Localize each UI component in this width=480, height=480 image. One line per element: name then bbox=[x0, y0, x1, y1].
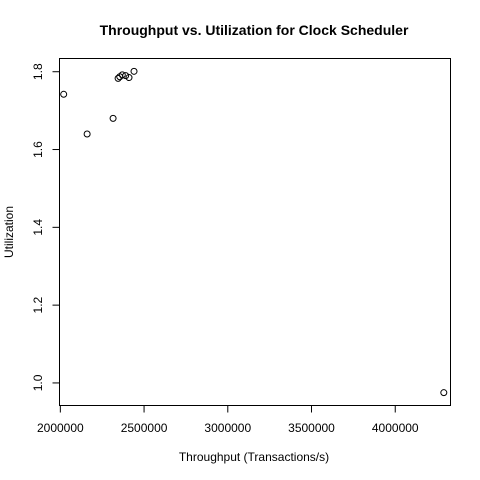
y-tick-label: 1.0 bbox=[31, 374, 45, 391]
y-axis-label: Utilization bbox=[2, 206, 16, 258]
data-point bbox=[114, 74, 122, 82]
data-point bbox=[60, 90, 68, 98]
x-axis: 2000000 2500000 3000000 3500000 4000000 bbox=[37, 405, 419, 435]
y-tick-label: 1.2 bbox=[31, 296, 45, 313]
data-point bbox=[125, 74, 133, 82]
y-tick-label: 1.6 bbox=[31, 141, 45, 158]
data-point bbox=[83, 130, 91, 138]
x-tick-label: 3500000 bbox=[288, 421, 335, 435]
x-tick-label: 2000000 bbox=[37, 421, 84, 435]
x-tick-label: 4000000 bbox=[372, 421, 419, 435]
data-point bbox=[109, 114, 117, 122]
y-tick-label: 1.8 bbox=[31, 63, 45, 80]
x-tick-label: 3000000 bbox=[204, 421, 251, 435]
data-point bbox=[440, 389, 448, 397]
data-point bbox=[122, 72, 130, 80]
x-tick-label: 2500000 bbox=[121, 421, 168, 435]
data-point bbox=[118, 71, 126, 79]
data-point bbox=[130, 67, 138, 75]
y-axis: 1.0 1.2 1.4 1.6 1.8 bbox=[31, 63, 60, 391]
chart-title: Throughput vs. Utilization for Clock Sch… bbox=[100, 22, 409, 38]
plot-area-frame bbox=[59, 58, 451, 406]
data-points bbox=[60, 67, 448, 397]
y-tick-label: 1.4 bbox=[31, 219, 45, 236]
x-axis-label: Throughput (Transactions/s) bbox=[179, 450, 329, 464]
